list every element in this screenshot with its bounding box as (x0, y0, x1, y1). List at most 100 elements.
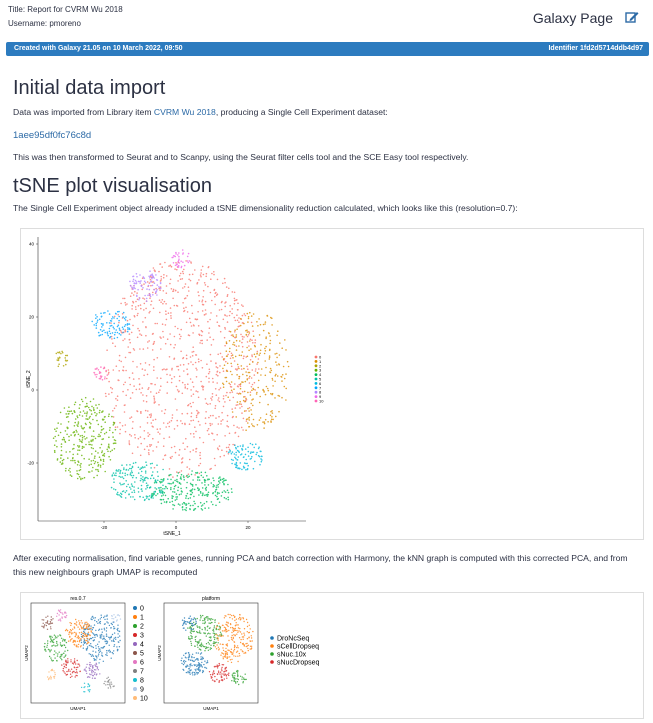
umap-plot: res.0.7 UMAP1 UMAP2 platform UMAP1 UMAP2 0 1 2 3 4… (24, 596, 320, 711)
point-cloud (214, 613, 254, 664)
point-cloud (41, 615, 54, 630)
paragraph: After executing normalisation, find vari… (13, 553, 628, 577)
y-tick-label: 40 (29, 242, 35, 247)
legend-marker (133, 606, 137, 610)
text: , producing a Single Cell Experiment dat… (215, 107, 388, 117)
x-axis-label: tSNE_1 (163, 531, 180, 537)
text: Data was imported from Library item (13, 107, 154, 117)
legend-marker (133, 624, 137, 628)
point-cloud (227, 442, 263, 471)
report-title: Title: Report for CVRM Wu 2018 (8, 5, 123, 14)
legend-label: 10 (140, 696, 148, 703)
point-cloud (103, 676, 115, 689)
legend-marker (314, 360, 318, 363)
legend-marker (314, 382, 318, 385)
point-cloud (80, 682, 91, 693)
panel-title: res.0.7 (70, 596, 86, 602)
identifier: Identifier 1fd2d5714ddb4d97 (548, 45, 643, 52)
x-tick-label: 0 (175, 525, 178, 530)
legend-marker (133, 615, 137, 619)
legend-label: 2 (140, 624, 144, 631)
legend-label: 8 (140, 678, 144, 685)
legend-marker (133, 660, 137, 664)
legend-marker (133, 696, 137, 700)
point-cloud (208, 662, 230, 683)
paragraph: Data was imported from Library item CVRM… (13, 107, 388, 117)
point-cloud (187, 614, 223, 652)
legend-label: 7 (140, 669, 144, 676)
point-cloud (231, 669, 247, 686)
legend-label: 0 (319, 355, 322, 360)
point-cloud (52, 396, 117, 481)
legend-label: 10 (319, 399, 324, 404)
point-cloud (171, 249, 191, 269)
legend-marker (270, 660, 274, 664)
y-tick-label: 20 (29, 315, 35, 320)
legend-marker (314, 395, 318, 398)
plot-frame (30, 602, 126, 704)
legend-label: 4 (140, 642, 144, 649)
y-axis-label: UMAP2 (24, 645, 29, 661)
heading: tSNE plot visualisation (13, 175, 212, 197)
point-cloud (46, 668, 56, 681)
legend-marker (133, 687, 137, 691)
point-cloud (222, 311, 290, 431)
legend-marker (133, 669, 137, 673)
y-axis-label: tSNE_2 (26, 370, 32, 387)
x-axis-label: UMAP1 (203, 706, 219, 711)
y-tick-label: 0 (31, 388, 34, 393)
legend-label: 6 (140, 660, 144, 667)
point-cloud (180, 652, 209, 676)
edit-icon[interactable] (625, 10, 639, 24)
plot-frame (163, 602, 259, 704)
point-cloud (93, 366, 109, 381)
legend-label: 9 (319, 394, 322, 399)
page-title: Galaxy Page (532, 10, 613, 26)
tsne-figure: -20 0 20 40 20 0 -20 tSNE_1 tSNE_2 0 1 2 3 4 5 6 7 8 9 10 (20, 228, 644, 540)
dataset-link[interactable]: 1aee95df0fc76c8d (13, 130, 92, 141)
heading: Initial data import (13, 77, 166, 99)
created-info: Created with Galaxy 21.05 on 10 March 20… (14, 45, 183, 52)
point-cloud (110, 461, 169, 502)
legend-marker (314, 368, 318, 372)
banner: Created with Galaxy 21.05 on 10 March 20… (6, 42, 649, 56)
legend-marker (133, 678, 137, 682)
legend-label: sNucDropseq (277, 660, 320, 667)
legend-label: 2 (319, 363, 322, 368)
legend-label: 8 (319, 390, 322, 395)
panel-title: platform (202, 596, 220, 602)
legend-marker (314, 364, 318, 368)
legend-label: sCellDropseq (277, 644, 319, 651)
x-tick-label: 20 (245, 525, 251, 530)
legend-marker (314, 399, 318, 403)
point-cloud (83, 661, 101, 679)
library-link[interactable]: CVRM Wu 2018 (153, 107, 216, 117)
legend-label: 6 (319, 381, 322, 386)
point-cloud (91, 310, 131, 340)
legend-label: 9 (140, 687, 144, 694)
point-cloud (64, 618, 93, 648)
legend-marker (270, 636, 274, 640)
legend-label: 0 (140, 606, 144, 613)
x-tick-label: -20 (101, 525, 108, 530)
point-cloud (181, 615, 197, 631)
legend-marker (314, 377, 318, 381)
y-tick-label: -20 (27, 461, 34, 466)
point-cloud (61, 658, 81, 679)
legend-label: 3 (140, 633, 144, 640)
legend-label: 5 (140, 651, 144, 658)
legend-label: 1 (319, 359, 322, 364)
point-cloud (103, 260, 260, 478)
paragraph: This was then transformed to Seurat and … (13, 152, 469, 162)
legend-label: 1 (140, 615, 144, 622)
point-cloud (43, 634, 69, 662)
legend-marker (133, 651, 137, 655)
username: Username: pmoreno (8, 19, 81, 28)
legend-marker (133, 633, 137, 637)
legend-label: sNuc.10x (277, 652, 307, 659)
point-cloud (56, 609, 68, 622)
legend-label: 7 (319, 385, 322, 390)
legend-label: 3 (319, 368, 322, 373)
